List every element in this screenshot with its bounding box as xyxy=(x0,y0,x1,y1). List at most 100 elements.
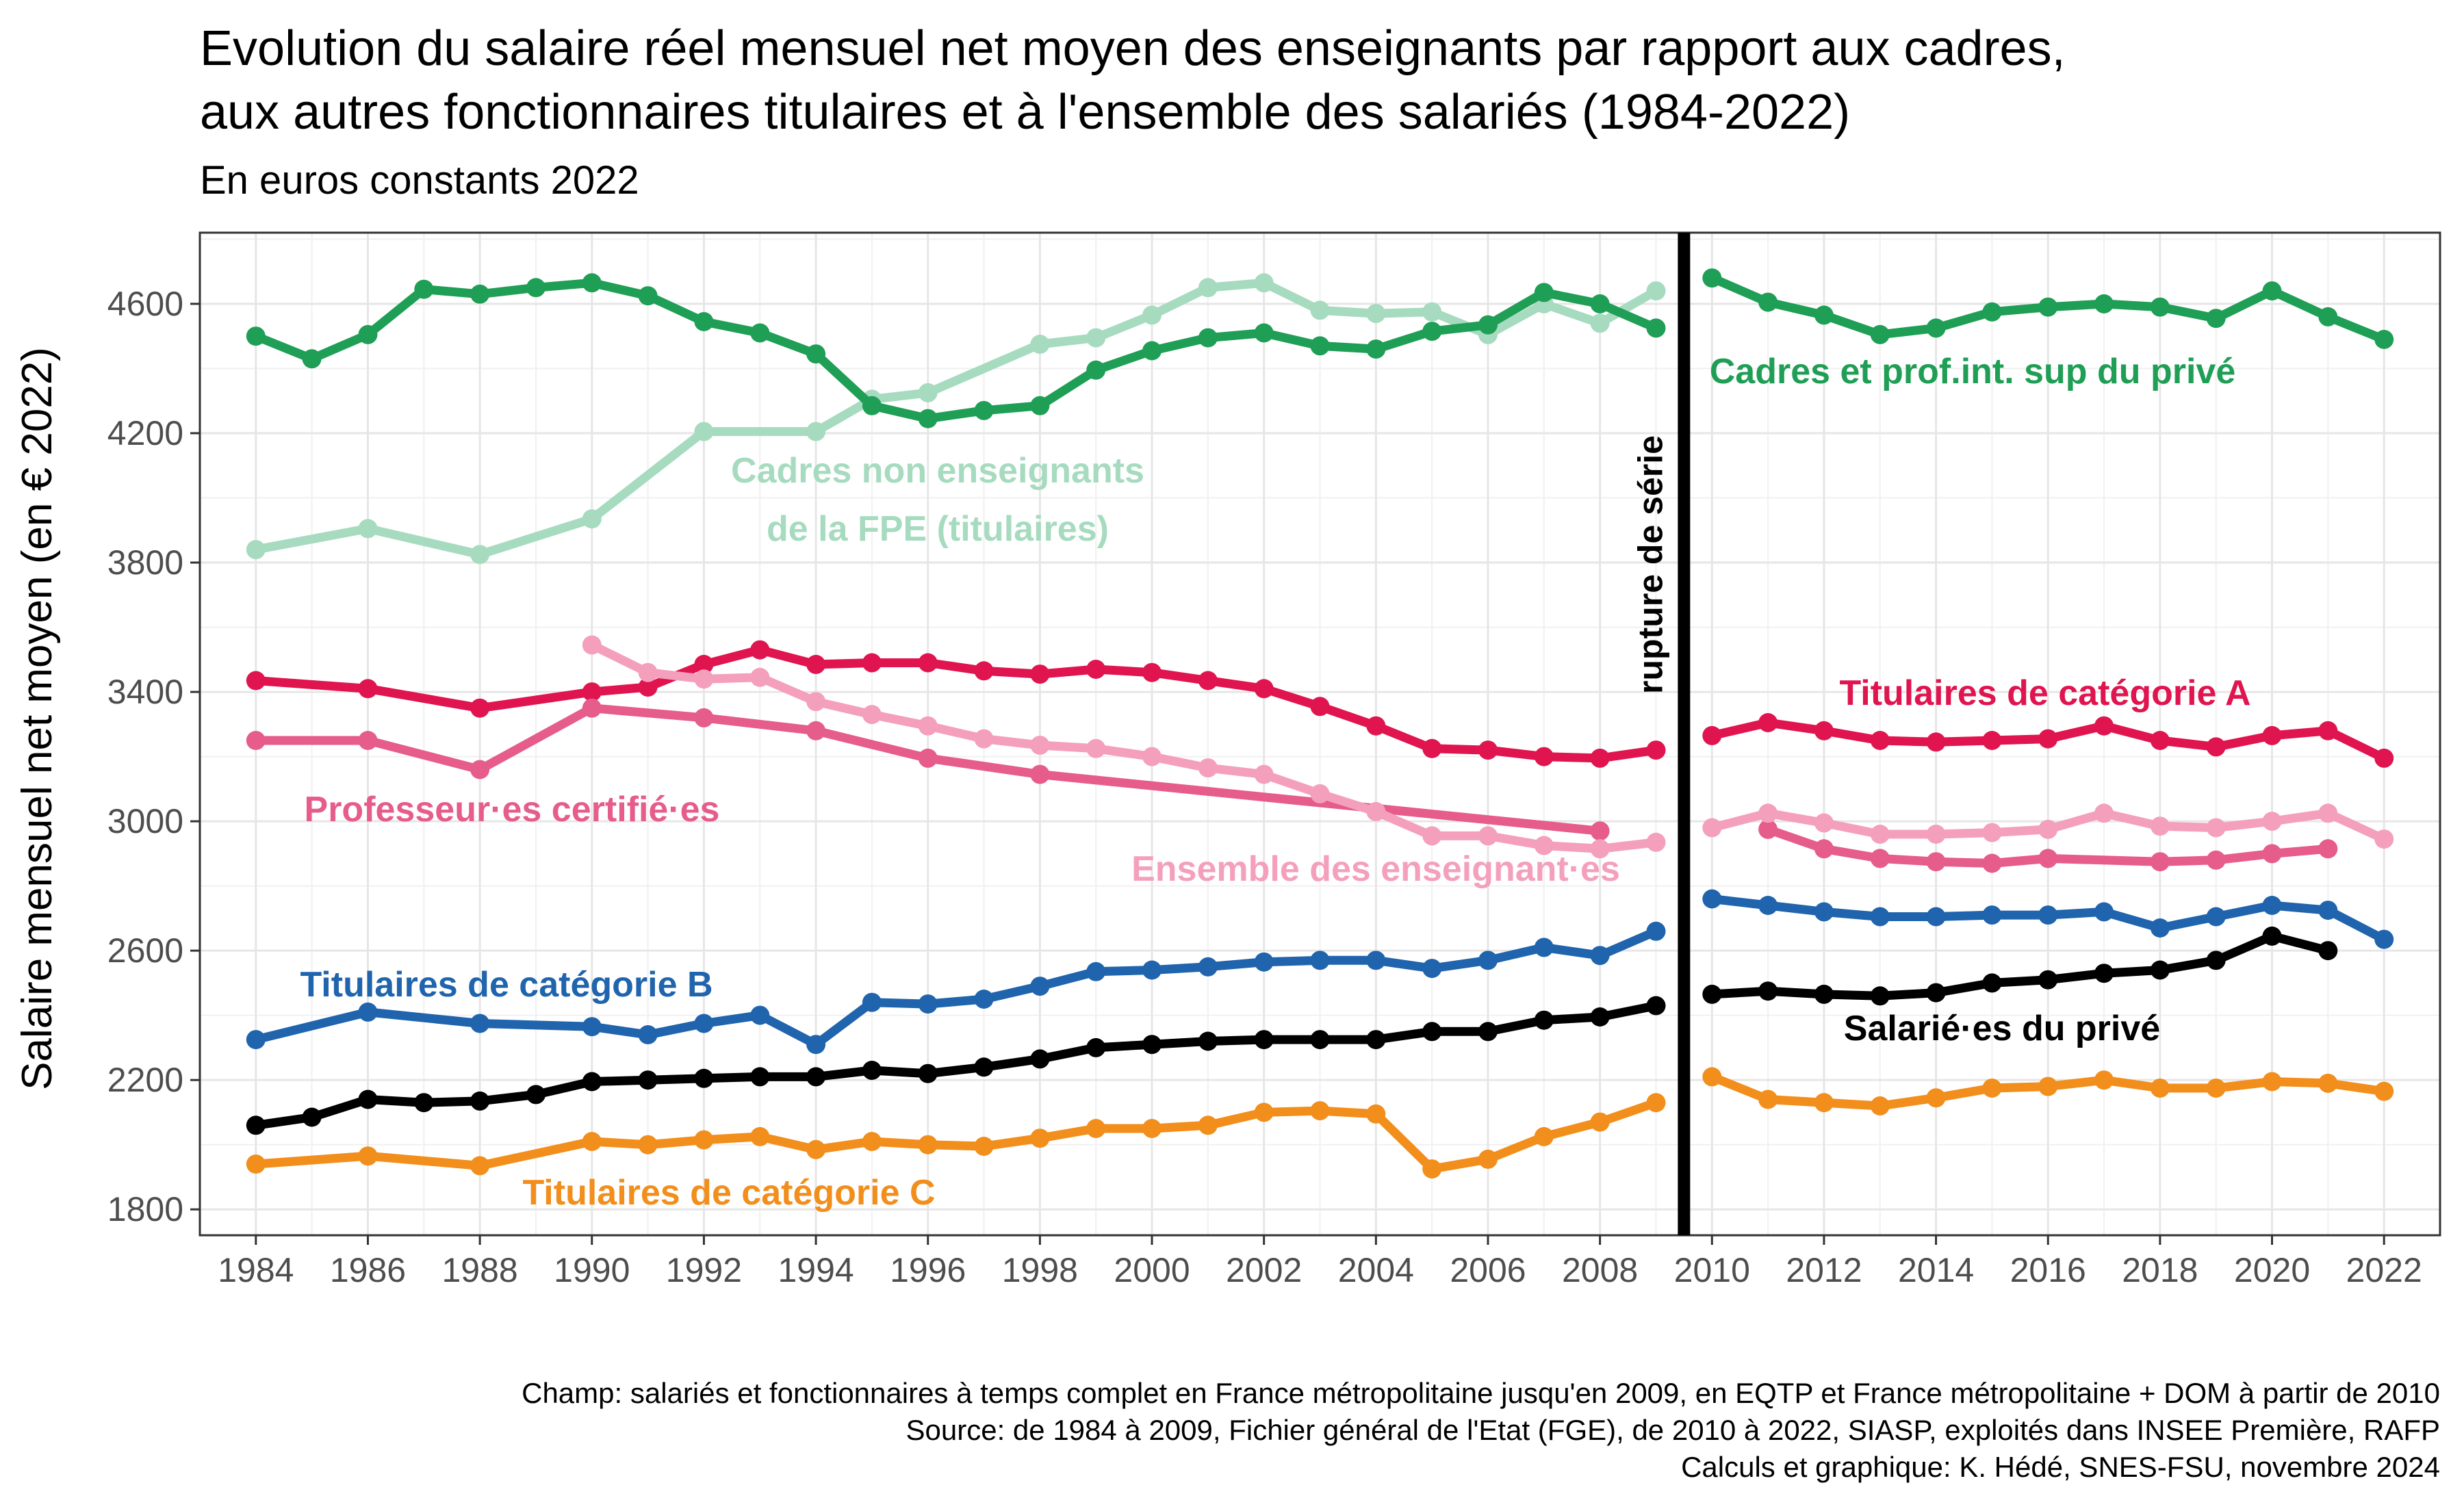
data-point xyxy=(246,1030,266,1050)
data-point xyxy=(1590,946,1610,966)
data-point xyxy=(1702,268,1722,288)
data-point xyxy=(2038,729,2058,749)
series-group xyxy=(246,1067,2394,1179)
data-point xyxy=(1366,951,1386,970)
x-tick-label: 1998 xyxy=(1002,1251,1078,1289)
data-point xyxy=(694,669,714,689)
data-point xyxy=(1534,836,1554,855)
data-point xyxy=(974,1057,994,1077)
data-point xyxy=(2262,281,2282,301)
series-group xyxy=(246,698,2338,873)
series-line xyxy=(251,278,1660,559)
y-tick-label: 3000 xyxy=(107,802,183,840)
data-point xyxy=(1310,300,1330,320)
data-point xyxy=(2150,852,2170,872)
data-point xyxy=(1030,396,1050,415)
data-point xyxy=(246,731,266,750)
x-tick-label: 1996 xyxy=(890,1251,966,1289)
x-tick-label: 1992 xyxy=(666,1251,742,1289)
data-point xyxy=(1030,335,1050,354)
data-point xyxy=(1590,313,1610,333)
x-tick-label: 2014 xyxy=(1898,1251,1974,1289)
label-cadres-prive: Cadres et prof.int. sup du privé xyxy=(1710,352,2236,391)
data-point xyxy=(750,323,770,343)
series xyxy=(246,268,2394,1179)
data-point xyxy=(2038,849,2058,868)
data-point xyxy=(470,545,490,565)
data-point xyxy=(1254,952,1274,972)
data-point xyxy=(1422,1159,1442,1179)
data-point xyxy=(1926,825,1946,844)
data-point xyxy=(974,661,994,681)
data-point xyxy=(1646,1093,1666,1113)
data-point xyxy=(1198,758,1218,778)
data-point xyxy=(2318,307,2338,326)
data-point xyxy=(1758,713,1778,732)
series-line xyxy=(251,645,1660,763)
data-point xyxy=(1310,1030,1330,1050)
data-point xyxy=(806,721,826,740)
y-tick-label: 3800 xyxy=(107,543,183,582)
data-point xyxy=(582,1017,602,1037)
series-line xyxy=(1707,931,2333,1001)
data-point xyxy=(2094,902,2114,922)
data-point xyxy=(2374,330,2394,349)
data-point xyxy=(2150,918,2170,938)
data-point xyxy=(750,640,770,660)
data-point xyxy=(470,1091,490,1111)
data-point xyxy=(2262,844,2282,864)
data-point xyxy=(1534,1010,1554,1030)
data-point xyxy=(1422,302,1442,322)
data-point xyxy=(2374,748,2394,768)
data-point xyxy=(1030,1128,1050,1148)
data-point xyxy=(1534,1126,1554,1146)
data-point xyxy=(1086,1119,1106,1138)
data-point xyxy=(2206,850,2226,870)
data-point xyxy=(1646,740,1666,760)
x-tick-label: 2016 xyxy=(2010,1251,2086,1289)
data-point xyxy=(526,1085,546,1105)
data-point xyxy=(2318,803,2338,823)
data-point xyxy=(1814,1093,1834,1113)
data-point xyxy=(638,1135,658,1155)
data-point xyxy=(1814,902,1834,922)
caption-line2: Source: de 1984 à 2009, Fichier général … xyxy=(906,1414,2440,1446)
data-point xyxy=(1814,984,1834,1004)
data-point xyxy=(974,1137,994,1156)
data-point xyxy=(862,1061,882,1080)
data-point xyxy=(1478,1149,1498,1169)
data-point xyxy=(246,326,266,346)
data-point xyxy=(1142,747,1162,766)
data-point xyxy=(1646,832,1666,852)
data-point xyxy=(2262,812,2282,831)
data-point xyxy=(1366,1030,1386,1050)
y-tick-label: 4200 xyxy=(107,414,183,452)
data-point xyxy=(862,1132,882,1151)
data-point xyxy=(1086,328,1106,348)
data-point xyxy=(1590,1007,1610,1027)
data-point xyxy=(1534,938,1554,957)
data-point xyxy=(582,273,602,293)
data-point xyxy=(358,679,378,699)
data-point xyxy=(2150,731,2170,750)
x-tick-label: 2010 xyxy=(1674,1251,1750,1289)
data-point xyxy=(2318,1073,2338,1093)
data-point xyxy=(806,1067,826,1087)
data-point xyxy=(2318,721,2338,740)
data-point xyxy=(2262,926,2282,946)
data-point xyxy=(1142,1119,1162,1138)
data-point xyxy=(582,635,602,655)
data-point xyxy=(1702,1067,1722,1087)
break-label: rupture de série xyxy=(1631,435,1669,694)
data-point xyxy=(638,1025,658,1044)
x-tick-label: 2012 xyxy=(1786,1251,1862,1289)
data-point xyxy=(862,653,882,673)
data-point xyxy=(246,540,266,560)
data-point xyxy=(2318,901,2338,920)
data-point xyxy=(1030,1049,1050,1069)
data-point xyxy=(246,1155,266,1174)
data-point xyxy=(694,1130,714,1150)
data-point xyxy=(1646,996,1666,1016)
data-point xyxy=(2206,907,2226,927)
data-point xyxy=(1870,1096,1890,1115)
